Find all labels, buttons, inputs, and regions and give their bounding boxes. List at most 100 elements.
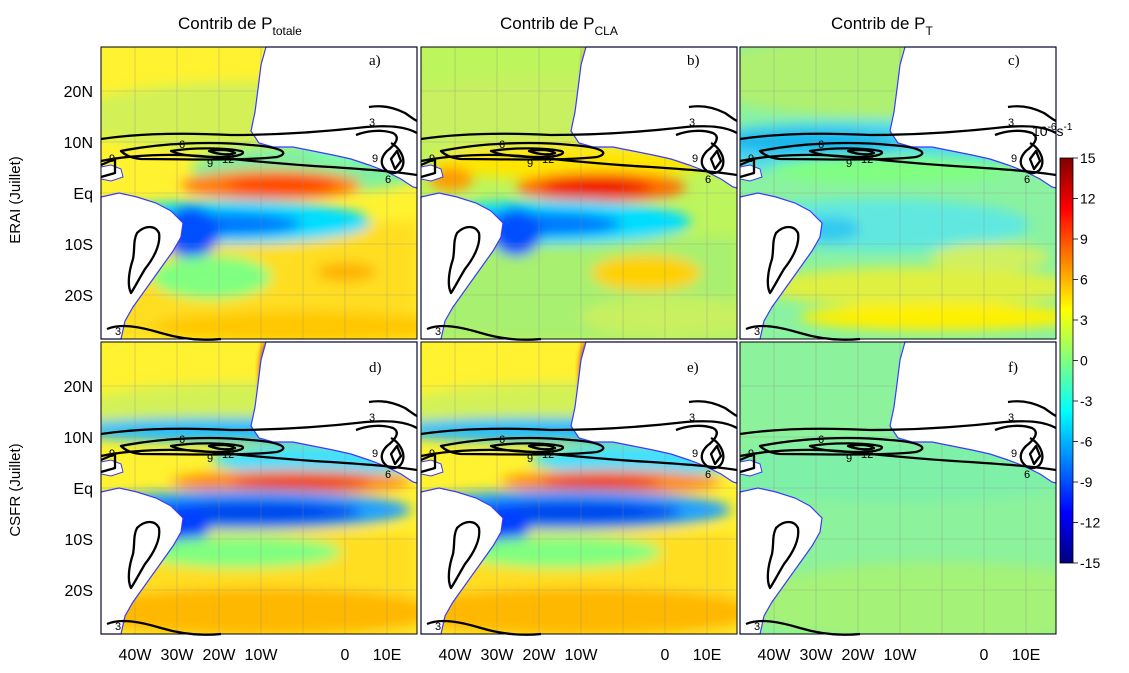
colorbar-tick-label: -15 <box>1080 555 1100 571</box>
x-tick-label: 10W <box>884 647 918 664</box>
colorbar-unit: 10-6s-1 <box>1032 122 1073 139</box>
contour-level-label: 3 <box>115 326 121 338</box>
contour-level-label: 3 <box>1008 412 1014 424</box>
contour-level-label: 9 <box>692 448 698 460</box>
colorbar-tick-label: 15 <box>1080 150 1096 166</box>
colorbar-tick-label: 6 <box>1080 272 1088 288</box>
y-tick-label: 20N <box>64 84 93 101</box>
x-tick-label: 0 <box>341 647 350 664</box>
column-title-a: Contrib de Ptotale <box>178 14 302 38</box>
contour-level-label: 9 <box>207 158 213 170</box>
contour-level-label: 6 <box>385 469 391 481</box>
contour-level-label: 3 <box>435 621 441 633</box>
x-tick-label: 30W <box>800 647 834 664</box>
contour-level-label: 9 <box>1011 448 1017 460</box>
x-tick-label: 10E <box>1012 647 1040 664</box>
contour-level-label: 6 <box>818 139 824 151</box>
contour-level-label: 9 <box>429 448 435 460</box>
contour-level-label: 3 <box>115 621 121 633</box>
column-title-b: Contrib de PCLA <box>500 14 618 38</box>
colorbar-tick-label: 12 <box>1080 191 1096 207</box>
contour-level-label: 6 <box>705 469 711 481</box>
contour-level-label: 12 <box>861 449 873 461</box>
y-tick-label: 10S <box>65 532 93 549</box>
contour-level-label: 6 <box>1024 174 1030 186</box>
column-title-c: Contrib de PT <box>831 14 934 38</box>
x-tick-label: 20W <box>523 647 557 664</box>
contour-level-label: 9 <box>846 158 852 170</box>
contour-level-label: 9 <box>207 453 213 465</box>
panel-label-a: a) <box>369 53 381 69</box>
contour-level-label: 9 <box>527 453 533 465</box>
x-tick-label: 20W <box>842 647 876 664</box>
contour-level-label: 6 <box>818 434 824 446</box>
panel-label-d: d) <box>369 360 382 376</box>
colorbar: 10-6s-1 15 12 9 6 3 0 -3 -6 -9 -12 -15 <box>1032 122 1100 571</box>
colorbar-tick-label: 9 <box>1080 231 1088 247</box>
contour-level-label: 9 <box>527 158 533 170</box>
contour-level-label: 3 <box>754 621 760 633</box>
y-ticks-top: 20N 10N Eq 10S 20S <box>64 84 93 305</box>
x-tick-label: 40W <box>119 647 153 664</box>
colorbar-ticks: 15 12 9 6 3 0 -3 -6 -9 -12 -15 <box>1073 150 1100 571</box>
contour-level-label: 3 <box>435 326 441 338</box>
contour-level-label: 3 <box>369 117 375 129</box>
contour-level-label: 6 <box>705 174 711 186</box>
contour-level-label: 9 <box>748 153 754 165</box>
y-tick-label: 20N <box>64 379 93 396</box>
panel-d: d) <box>61 340 441 636</box>
panel-label-f: f) <box>1008 360 1018 376</box>
colorbar-tick-label: -6 <box>1080 434 1093 450</box>
contour-level-label: 6 <box>1024 469 1030 481</box>
contour-level-label: 9 <box>692 153 698 165</box>
x-tick-label: 30W <box>481 647 515 664</box>
row-label-csfr: CSFR (Juillet) <box>7 443 24 536</box>
contour-level-label: 9 <box>109 153 115 165</box>
panel-b: b) <box>361 45 761 341</box>
panel-label-e: e) <box>687 360 699 376</box>
x-tick-label: 10W <box>565 647 599 664</box>
contour-level-label: 12 <box>861 154 873 166</box>
contour-level-label: 6 <box>179 139 185 151</box>
x-tick-label: 30W <box>161 647 195 664</box>
contour-level-label: 3 <box>689 412 695 424</box>
colorbar-tick-label: -9 <box>1080 474 1093 490</box>
colorbar-tick-label: 3 <box>1080 312 1088 328</box>
contour-level-label: 9 <box>748 448 754 460</box>
contour-level-label: 6 <box>385 174 391 186</box>
x-tick-label: 40W <box>758 647 792 664</box>
x-tick-label: 40W <box>439 647 473 664</box>
contour-level-label: 9 <box>1011 153 1017 165</box>
contour-level-label: 9 <box>429 153 435 165</box>
contour-level-label: 9 <box>372 448 378 460</box>
y-ticks-bottom: 20N 10N Eq 10S 20S <box>64 379 93 600</box>
y-tick-label: Eq <box>73 481 93 498</box>
contour-level-label: 12 <box>542 154 554 166</box>
panel-a: a) <box>71 45 451 343</box>
panel-c: c) <box>680 37 1090 341</box>
contour-level-label: 3 <box>754 326 760 338</box>
contour-level-label: 9 <box>109 448 115 460</box>
row-label-erai: ERAI (Juillet) <box>7 156 24 244</box>
x-tick-label: 10E <box>373 647 401 664</box>
contour-level-label: 3 <box>689 117 695 129</box>
panel-f: f) <box>700 341 1129 642</box>
x-tick-label: 0 <box>980 647 989 664</box>
panel-label-b: b) <box>687 53 700 69</box>
x-tick-label: 10W <box>245 647 279 664</box>
x-ticks: 40W 30W 20W 10W 0 10E 40W 30W 20W 10W 0 10E 40W 30W 20… <box>119 647 1041 664</box>
contour-level-label: 6 <box>179 434 185 446</box>
contour-level-label: 12 <box>542 449 554 461</box>
x-tick-label: 0 <box>661 647 670 664</box>
y-tick-label: 10N <box>64 135 93 152</box>
colorbar-tick-label: 0 <box>1080 353 1088 369</box>
contour-level-label: 12 <box>222 449 234 461</box>
contour-level-label: 12 <box>222 154 234 166</box>
contour-level-label: 9 <box>846 453 852 465</box>
colorbar-gradient <box>1059 157 1074 564</box>
x-tick-label: 10E <box>693 647 721 664</box>
y-tick-label: 10S <box>65 237 93 254</box>
panel-e: e) <box>381 340 761 636</box>
